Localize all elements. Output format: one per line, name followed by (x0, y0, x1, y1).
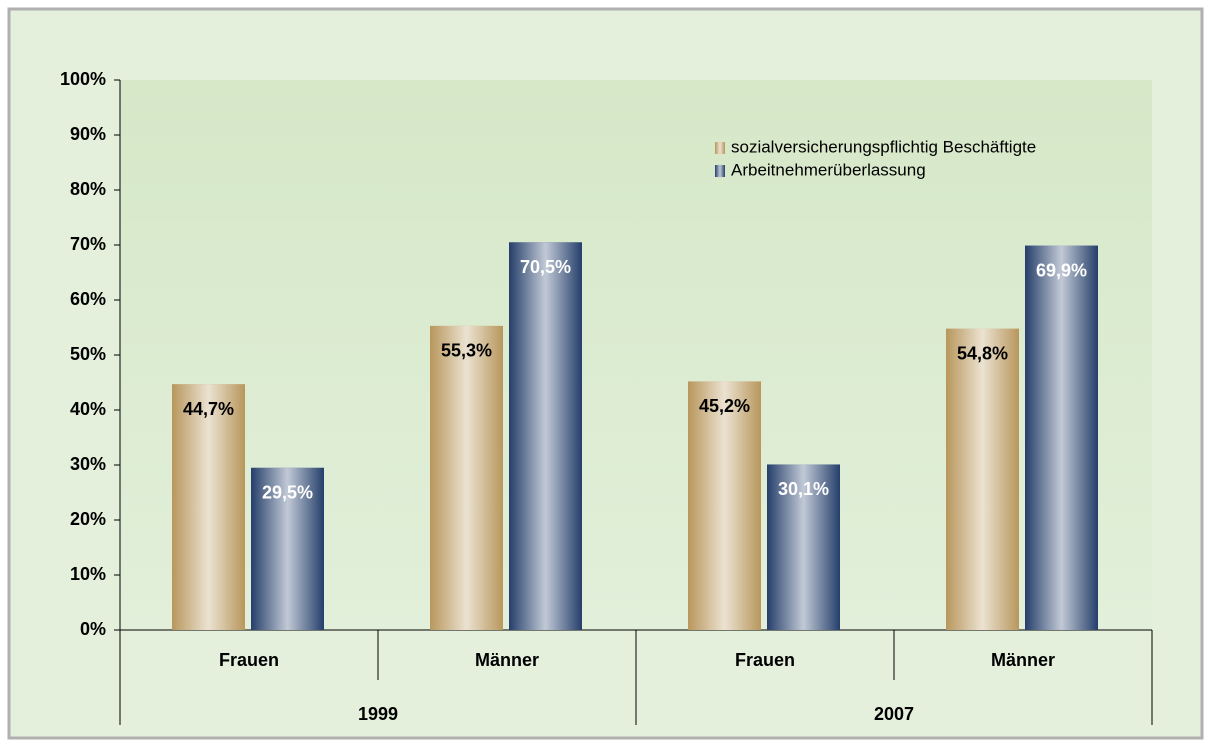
y-tick-label: 60% (70, 289, 106, 309)
x-tick-label: Männer (991, 650, 1055, 670)
legend-swatch-shine (715, 142, 725, 154)
y-tick-label: 80% (70, 179, 106, 199)
y-tick-label: 90% (70, 124, 106, 144)
y-tick-label: 70% (70, 234, 106, 254)
x-tick-label: Männer (475, 650, 539, 670)
bar-shine (946, 328, 1019, 630)
legend-label: Arbeitnehmerüberlassung (731, 160, 926, 179)
x-tick-label: Frauen (219, 650, 279, 670)
value-label: 45,2% (699, 396, 750, 416)
value-label: 29,5% (262, 483, 313, 503)
y-tick-label: 100% (60, 69, 106, 89)
y-tick-label: 50% (70, 344, 106, 364)
y-tick-label: 40% (70, 399, 106, 419)
bar-shine (172, 384, 245, 630)
bar-shine (509, 242, 582, 630)
y-tick-label: 0% (80, 619, 106, 639)
y-tick-label: 30% (70, 454, 106, 474)
value-label: 69,9% (1036, 260, 1087, 280)
value-label: 55,3% (441, 341, 492, 361)
y-tick-label: 20% (70, 509, 106, 529)
bar-shine (430, 325, 503, 630)
group-label: 2007 (874, 704, 914, 724)
bar-shine (767, 464, 840, 630)
value-label: 70,5% (520, 257, 571, 277)
legend-swatch-shine (715, 165, 725, 177)
bar-shine (688, 381, 761, 630)
legend-label: sozialversicherungspflichtig Beschäftigt… (731, 137, 1036, 156)
y-tick-label: 10% (70, 564, 106, 584)
bar-shine (1025, 245, 1098, 631)
bar-shine (251, 467, 324, 630)
value-label: 30,1% (778, 479, 829, 499)
x-tick-label: Frauen (735, 650, 795, 670)
value-label: 44,7% (183, 399, 234, 419)
group-label: 1999 (358, 704, 398, 724)
value-label: 54,8% (957, 343, 1008, 363)
